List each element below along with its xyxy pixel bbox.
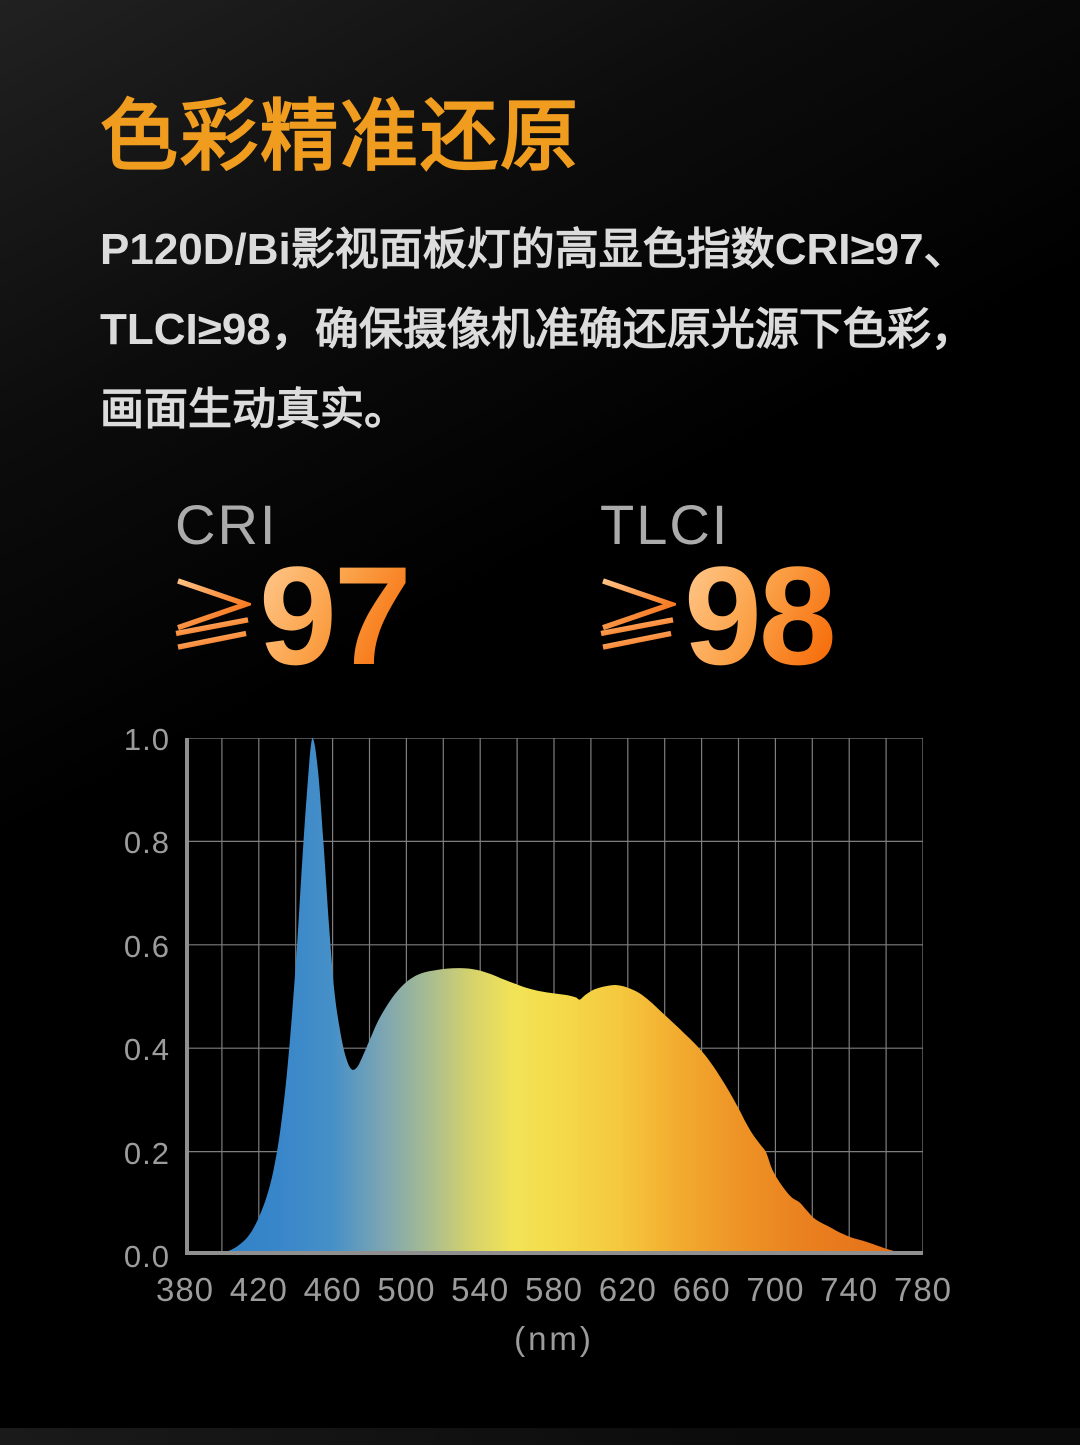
x-tick-label: 580: [524, 1271, 584, 1308]
stat-cri-value: 97: [259, 537, 412, 694]
stat-tlci-label: TLCI: [600, 493, 730, 556]
x-tick-label: 740: [820, 1271, 879, 1308]
y-tick-label: 0.6: [123, 928, 170, 964]
bottom-edge-strip: [0, 1428, 1080, 1445]
y-tick-label: 1.0: [123, 722, 170, 757]
intro-line-1: P120D/Bi影视面板灯的高显色指数CRI≥97、: [100, 225, 968, 274]
stat-tlci-value-row: 98: [600, 537, 837, 694]
stat-cri-label: CRI: [175, 493, 278, 556]
stat-cri: CRI 97: [175, 493, 412, 694]
page-title: 色彩精准还原: [100, 92, 581, 180]
intro-paragraph: P120D/Bi影视面板灯的高显色指数CRI≥97、 TLCI≥98，确保摄像机…: [100, 210, 1020, 450]
x-tick-label: 540: [451, 1271, 510, 1308]
greater-equal-icon: [600, 578, 676, 650]
y-tick-label: 0.0: [123, 1239, 170, 1274]
x-tick-label: 500: [377, 1271, 436, 1308]
y-tick-label: 0.8: [123, 825, 170, 861]
x-tick-label: 460: [303, 1271, 362, 1308]
stat-cri-value-row: 97: [175, 537, 412, 694]
spectrum-area: [185, 738, 923, 1255]
intro-line-3: 画面生动真实。: [100, 385, 408, 434]
x-tick-label: 780: [893, 1271, 953, 1308]
x-tick-label: 660: [672, 1271, 731, 1308]
x-tick-label: 620: [598, 1271, 657, 1308]
intro-line-2: TLCI≥98，确保摄像机准确还原光源下色彩，: [100, 305, 975, 354]
x-tick-label: 700: [746, 1271, 805, 1308]
x-tick-label: 420: [229, 1271, 288, 1308]
y-tick-label: 0.2: [123, 1135, 170, 1171]
stat-tlci-value: 98: [684, 537, 837, 694]
y-tick-label: 0.4: [123, 1032, 170, 1068]
greater-equal-icon: [175, 578, 251, 650]
chart-svg: [184, 737, 924, 1256]
x-tick-label: 380: [155, 1271, 215, 1308]
x-axis-unit-label: (nm): [514, 1320, 594, 1357]
stat-tlci: TLCI 98: [600, 493, 837, 694]
plot-area: [184, 737, 924, 1256]
